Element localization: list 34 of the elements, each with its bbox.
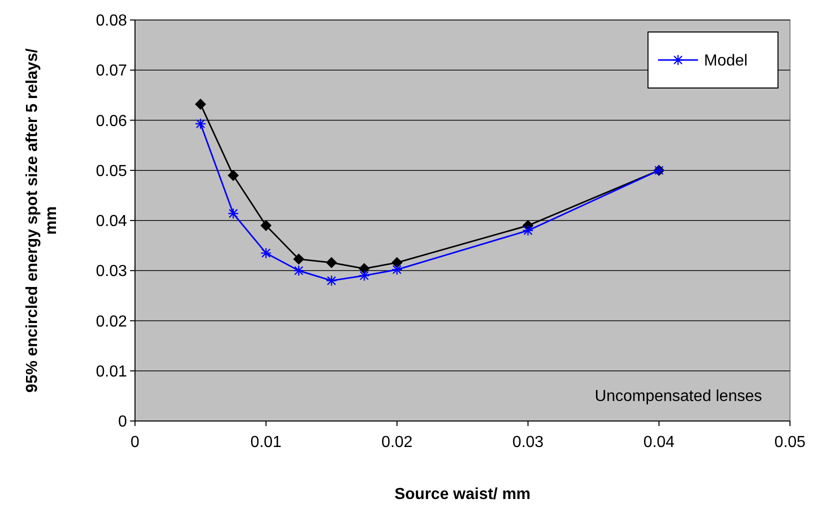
point — [293, 265, 304, 276]
point — [392, 257, 402, 268]
y-tick-label: 0.05 — [96, 162, 128, 180]
point — [228, 208, 239, 220]
point — [358, 263, 370, 274]
y-tick-label: 0.04 — [96, 213, 128, 230]
legend-label: Model — [704, 52, 748, 70]
annotation: Uncompensated lenses — [594, 388, 762, 405]
point — [293, 254, 304, 264]
y-tick-label: 0.02 — [96, 313, 128, 330]
y-tick-label: 0.08 — [96, 12, 128, 30]
y-tick-label: 0.06 — [96, 112, 128, 130]
x-tick-label: 0.05 — [774, 434, 806, 451]
point — [391, 264, 403, 276]
y-tick-label: 0.01 — [96, 363, 128, 380]
point — [358, 270, 370, 282]
y-tick-label: 0 — [118, 414, 128, 431]
y-tick-label: 0.03 — [96, 263, 128, 280]
point — [260, 220, 272, 231]
point — [326, 275, 338, 286]
point — [260, 247, 272, 259]
point — [522, 224, 534, 236]
x-tick-label: 0.03 — [512, 434, 544, 451]
point — [195, 98, 206, 110]
x-tick-label: 0.01 — [250, 434, 282, 451]
x-tick-label: 0 — [130, 434, 140, 451]
y-axis-title: 95% encircled energy spot size after 5 relays/ mm — [24, 48, 60, 393]
x-axis-title: Source waist/ mm — [394, 486, 531, 503]
x-tick-label: 0.04 — [643, 434, 675, 451]
point — [326, 257, 337, 268]
y-tick-label: 0.07 — [96, 62, 128, 80]
x-tick-label: 0.02 — [381, 434, 413, 451]
point — [194, 118, 206, 130]
point — [228, 170, 239, 181]
